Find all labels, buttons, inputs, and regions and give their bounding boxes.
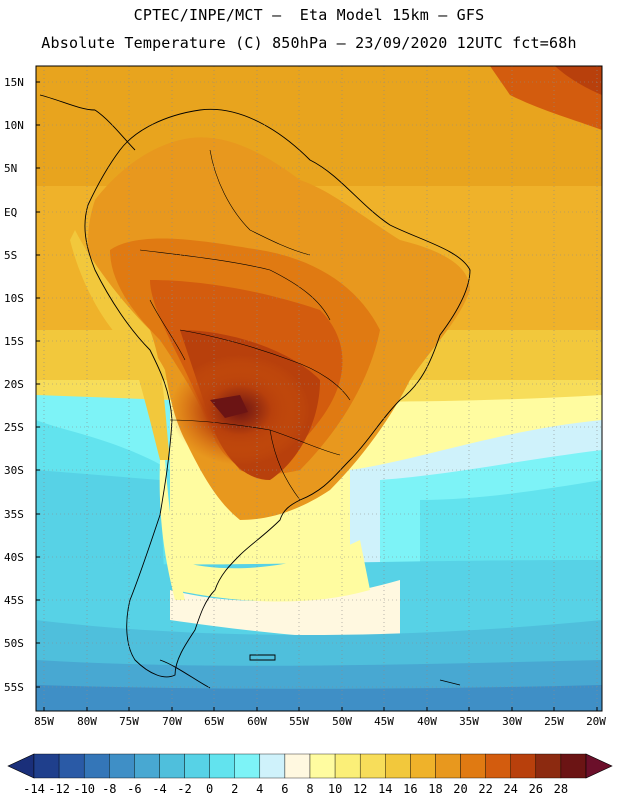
lat-label: 5S <box>4 249 18 262</box>
colorbar-swatch <box>510 753 537 779</box>
lon-label: 60W <box>247 715 267 728</box>
lat-label: 55S <box>4 681 24 694</box>
colorbar-swatch <box>209 753 235 779</box>
colorbar-tick-label: 22 <box>478 782 493 796</box>
colorbar-tick-label: 0 <box>205 782 214 796</box>
lat-label: 40S <box>4 551 24 564</box>
colorbar-tick-label: 6 <box>281 782 289 796</box>
colorbar-tick-label: 26 <box>528 782 544 796</box>
lat-label: EQ <box>4 206 18 219</box>
lat-label: 25S <box>4 421 24 434</box>
colorbar-tick-label: 16 <box>403 782 418 796</box>
lat-label: 20S <box>4 378 24 391</box>
colorbar-swatch <box>359 753 386 779</box>
lon-label: 75W <box>119 715 139 728</box>
colorbar-swatch <box>334 753 361 779</box>
colorbar-swatch <box>460 753 486 779</box>
colorbar-swatch <box>134 753 160 779</box>
lon-label: 20W <box>586 715 606 728</box>
colorbar-tick-label: 24 <box>503 782 518 796</box>
lon-label: 45W <box>374 715 394 728</box>
lon-label: 50W <box>332 715 352 728</box>
colorbar-tick-label: 12 <box>352 782 368 796</box>
colorbar-tick-label: -6 <box>127 782 142 796</box>
colorbar-tick-label: -2 <box>177 782 192 796</box>
lat-label: 15N <box>4 76 24 89</box>
map-title: CPTEC/INPE/MCT – Eta Model 15km – GFS <box>133 6 485 24</box>
colorbar-swatch <box>184 753 210 779</box>
colorbar <box>7 753 613 779</box>
lon-label: 30W <box>502 715 522 728</box>
colorbar-tick-label: -14 <box>23 782 45 796</box>
lat-label: 50S <box>4 637 24 650</box>
lon-label: 70W <box>162 715 182 728</box>
lat-label: 10S <box>4 292 24 305</box>
country-borders <box>139 149 351 501</box>
lon-label: 85W <box>34 715 54 728</box>
colorbar-under-arrow <box>7 753 35 779</box>
colorbar-tick-label: 4 <box>256 782 264 796</box>
colorbar-tick-label: -10 <box>73 782 96 796</box>
colorbar-over-arrow <box>585 753 613 779</box>
lon-label: 65W <box>204 715 224 728</box>
colorbar-swatch <box>159 753 185 779</box>
colorbar-tick-label: 8 <box>306 782 314 796</box>
colorbar-swatch <box>109 753 135 779</box>
colorbar-tick-label: -4 <box>152 782 167 796</box>
lat-label: 30S <box>4 464 24 477</box>
colorbar-swatch <box>535 753 562 779</box>
colorbar-swatch <box>83 753 110 779</box>
colorbar-swatch <box>485 753 511 779</box>
colorbar-tick-label: 10 <box>327 782 343 796</box>
colorbar-tick-label: 28 <box>553 782 569 796</box>
axis-ticks <box>36 81 598 711</box>
lon-label: 55W <box>289 715 309 728</box>
lon-label: 35W <box>459 715 479 728</box>
lon-label: 80W <box>77 715 97 728</box>
lat-label: 35S <box>4 508 24 521</box>
colorbar-swatch <box>234 753 261 779</box>
colorbar-tick-label: 14 <box>378 782 393 796</box>
temperature-field <box>36 66 602 711</box>
lon-label: 40W <box>417 715 437 728</box>
map-subtitle: Absolute Temperature (C) 850hPa – 23/09/… <box>41 34 577 52</box>
colorbar-tick-label: 2 <box>231 782 239 796</box>
lat-label: 5N <box>4 162 18 175</box>
coastline <box>39 94 471 689</box>
lat-label: 10N <box>4 119 24 132</box>
colorbar-tick-label: -8 <box>102 782 117 796</box>
lat-label: 45S <box>4 594 24 607</box>
colorbar-tick-label: 20 <box>453 782 468 796</box>
lat-label: 15S <box>4 335 24 348</box>
colorbar-swatch <box>58 753 85 779</box>
colorbar-swatch <box>259 753 286 779</box>
colorbar-tick-label: 18 <box>428 782 443 796</box>
colorbar-tick-label: -12 <box>48 782 70 796</box>
colorbar-swatch <box>385 753 411 779</box>
colorbar-swatch <box>284 753 311 779</box>
colorbar-swatch <box>435 753 461 779</box>
colorbar-swatch <box>309 753 336 779</box>
lon-label: 25W <box>544 715 564 728</box>
colorbar-swatch <box>33 753 60 779</box>
colorbar-swatch <box>410 753 436 779</box>
map-frame <box>35 65 603 712</box>
colorbar-swatch <box>560 753 587 779</box>
